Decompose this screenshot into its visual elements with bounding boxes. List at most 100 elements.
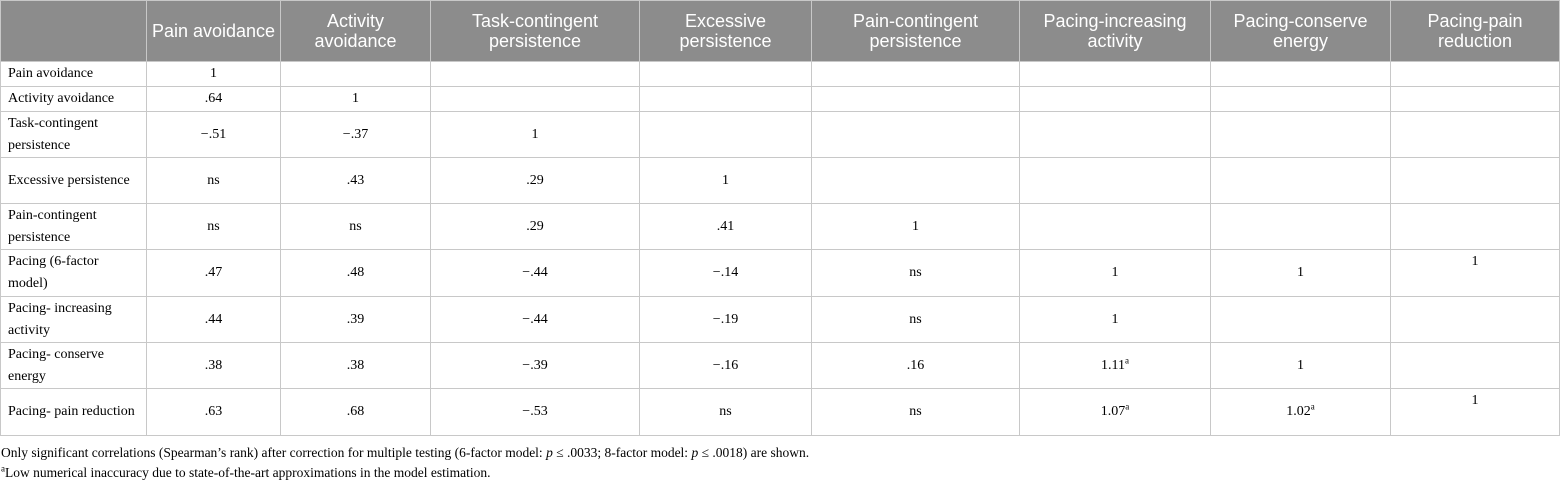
row-label: Pacing (6-factor model) bbox=[0, 249, 147, 297]
table-cell bbox=[1019, 61, 1211, 87]
table-cell: 1 bbox=[1390, 249, 1560, 297]
row-label: Pacing- pain reduction bbox=[0, 388, 147, 436]
table-cell bbox=[1210, 203, 1391, 250]
table-cell: −.14 bbox=[639, 249, 812, 297]
table-cell: 1 bbox=[1019, 249, 1211, 297]
table-cell: .44 bbox=[146, 296, 281, 343]
table-cell: .41 bbox=[639, 203, 812, 250]
table-cell bbox=[1390, 203, 1560, 250]
row-label: Pacing- conserve energy bbox=[0, 342, 147, 389]
table-cell: −.39 bbox=[430, 342, 640, 389]
table-cell: .47 bbox=[146, 249, 281, 297]
table-cell: −.16 bbox=[639, 342, 812, 389]
table-cell: ns bbox=[146, 203, 281, 250]
table-cell bbox=[1390, 111, 1560, 158]
row-label: Activity avoidance bbox=[0, 86, 147, 112]
table-cell bbox=[811, 86, 1020, 112]
table-cell: ns bbox=[639, 388, 812, 436]
table-cell: 1 bbox=[146, 61, 281, 87]
table-cell: 1 bbox=[430, 111, 640, 158]
header-row: Pain avoidance Activity avoidance Task-c… bbox=[0, 0, 1560, 62]
column-header: Activity avoidance bbox=[280, 0, 431, 62]
table-cell bbox=[1390, 157, 1560, 204]
p-symbol: p bbox=[691, 445, 699, 460]
table-cell bbox=[639, 111, 812, 158]
row-label: Pain avoidance bbox=[0, 61, 147, 87]
table-row: Excessive persistence ns .43 .29 1 bbox=[0, 157, 1560, 204]
table-cell: .64 bbox=[146, 86, 281, 112]
table-cell: 1.11a bbox=[1019, 342, 1211, 389]
table-cell: .63 bbox=[146, 388, 281, 436]
table-cell bbox=[1019, 203, 1211, 250]
row-label: Task-contingent persistence bbox=[0, 111, 147, 158]
note-main: Only significant correlations (Spearman’… bbox=[1, 445, 810, 460]
column-header: Pain avoidance bbox=[146, 0, 281, 62]
footnote-marker: a bbox=[1310, 401, 1315, 412]
table-cell: −.37 bbox=[280, 111, 431, 158]
footnote-marker: a bbox=[1, 463, 5, 474]
table-cell bbox=[1019, 86, 1211, 112]
table-cell bbox=[639, 86, 812, 112]
table-cell: ns bbox=[811, 296, 1020, 343]
table-cell: ns bbox=[146, 157, 281, 204]
table-cell bbox=[1390, 86, 1560, 112]
table-cell: .43 bbox=[280, 157, 431, 204]
table-cell bbox=[811, 61, 1020, 87]
table-cell: −.19 bbox=[639, 296, 812, 343]
footnote-marker: a bbox=[1124, 354, 1129, 365]
table-cell: 1 bbox=[1210, 249, 1391, 297]
table-row: Pain avoidance 1 bbox=[0, 61, 1560, 87]
header-corner bbox=[0, 0, 147, 62]
table-cell: 1.07a bbox=[1019, 388, 1211, 436]
table-cell bbox=[1210, 157, 1391, 204]
table-cell: ns bbox=[811, 388, 1020, 436]
table-cell: .38 bbox=[146, 342, 281, 389]
table-cell: −.44 bbox=[430, 296, 640, 343]
table-cell: .68 bbox=[280, 388, 431, 436]
table-cell: .29 bbox=[430, 203, 640, 250]
row-label: Pain-contingent persistence bbox=[0, 203, 147, 250]
table-cell: .39 bbox=[280, 296, 431, 343]
table-notes: Only significant correlations (Spearman’… bbox=[0, 445, 1560, 480]
footnote-marker: a bbox=[1125, 401, 1130, 412]
table-cell: 1 bbox=[280, 86, 431, 112]
table-cell bbox=[1019, 111, 1211, 158]
table-cell: .48 bbox=[280, 249, 431, 297]
table-cell bbox=[1210, 61, 1391, 87]
column-header: Task-contingent persistence bbox=[430, 0, 640, 62]
table-cell: 1 bbox=[811, 203, 1020, 250]
table-row: Activity avoidance .64 1 bbox=[0, 86, 1560, 112]
table-cell bbox=[1210, 296, 1391, 343]
table-cell bbox=[430, 61, 640, 87]
column-header: Pacing-conserve energy bbox=[1210, 0, 1391, 62]
table-cell bbox=[811, 111, 1020, 158]
p-symbol: p bbox=[546, 445, 553, 460]
column-header: Pacing-increasing activity bbox=[1019, 0, 1211, 62]
table-cell: −.53 bbox=[430, 388, 640, 436]
table-cell bbox=[430, 86, 640, 112]
table-cell: −.51 bbox=[146, 111, 281, 158]
table-row: Task-contingent persistence −.51 −.37 1 bbox=[0, 111, 1560, 158]
table-cell: −.44 bbox=[430, 249, 640, 297]
table-row: Pain-contingent persistence ns ns .29 .4… bbox=[0, 203, 1560, 250]
cell-value: 1.07 bbox=[1100, 404, 1126, 419]
table-cell: 1 bbox=[1390, 388, 1560, 436]
table-cell: 1 bbox=[1210, 342, 1391, 389]
table-cell: 1 bbox=[639, 157, 812, 204]
cell-value: 1.02 bbox=[1286, 404, 1311, 419]
row-label: Excessive persistence bbox=[0, 157, 147, 204]
column-header: Excessive persistence bbox=[639, 0, 812, 62]
table-cell: 1.02a bbox=[1210, 388, 1391, 436]
table-cell: .38 bbox=[280, 342, 431, 389]
table-cell bbox=[280, 61, 431, 87]
table-cell bbox=[1390, 342, 1560, 389]
table-row: Pacing (6-factor model) .47 .48 −.44 −.1… bbox=[0, 249, 1560, 297]
column-header: Pain-contingent persistence bbox=[811, 0, 1020, 62]
cell-value: 1.11 bbox=[1101, 357, 1125, 373]
table-cell bbox=[1019, 157, 1211, 204]
table-cell: .16 bbox=[811, 342, 1020, 389]
table-cell: ns bbox=[280, 203, 431, 250]
table-cell bbox=[1390, 296, 1560, 343]
table-cell bbox=[811, 157, 1020, 204]
column-header: Pacing-pain reduction bbox=[1390, 0, 1560, 62]
